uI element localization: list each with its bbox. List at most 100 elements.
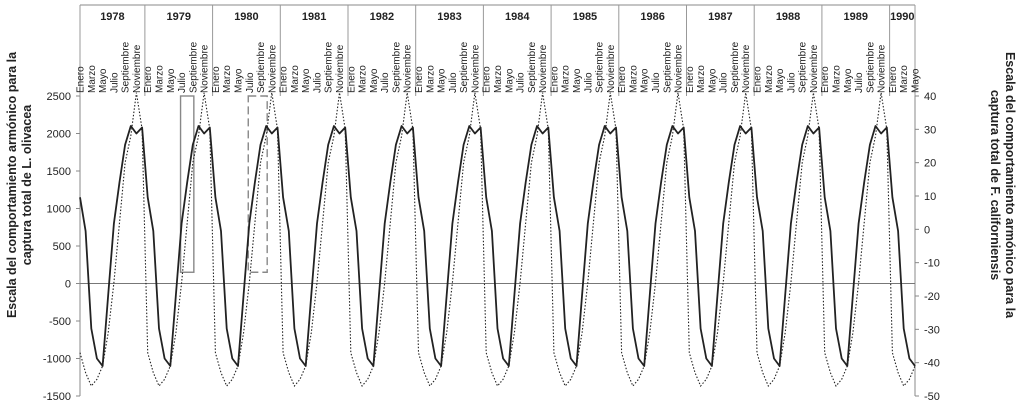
month-label: Marzo — [425, 65, 436, 93]
month-label: Enero — [76, 66, 87, 93]
month-label: Septiembre — [595, 41, 606, 93]
right-tick-label: -40 — [924, 358, 940, 370]
month-label: Marzo — [87, 65, 98, 93]
month-label: Julio — [245, 72, 256, 93]
month-label: Noviembre — [267, 44, 278, 93]
month-label: Noviembre — [132, 44, 143, 93]
month-label: Noviembre — [877, 44, 888, 93]
series-dotted-line — [79, 92, 916, 388]
right-y-title-line-1: Escala del comportamiento armónico para … — [1003, 51, 1017, 319]
month-label: Marzo — [358, 65, 369, 93]
month-label: Noviembre — [741, 44, 752, 93]
month-label: Mayo — [843, 68, 854, 93]
month-label: Julio — [583, 72, 594, 93]
annotation-solid-box — [179, 95, 195, 273]
month-label: Mayo — [437, 68, 448, 93]
month-label: Noviembre — [809, 44, 820, 93]
month-label: Mayo — [640, 68, 651, 93]
right-y-title-line-2: captura total de F. californiensis — [988, 89, 1002, 281]
year-label: 1984 — [505, 11, 530, 23]
month-label: Enero — [482, 66, 493, 93]
month-label: Septiembre — [527, 41, 538, 93]
year-label: 1987 — [708, 11, 732, 23]
year-label: 1983 — [437, 11, 461, 23]
month-label: Mayo — [301, 68, 312, 93]
month-label: Enero — [888, 66, 899, 93]
month-label: Noviembre — [200, 44, 211, 93]
month-label: Noviembre — [335, 44, 346, 93]
month-label: Septiembre — [662, 41, 673, 93]
left-tick-label: 500 — [53, 241, 71, 253]
month-label: Noviembre — [606, 44, 617, 93]
right-y-axis: -50 -40 -30 -20 -10 0 10 20 30 40 — [915, 91, 940, 403]
right-tick-label: 30 — [924, 124, 936, 136]
month-label: Noviembre — [403, 44, 414, 93]
month-label: Enero — [753, 66, 764, 93]
month-label: Septiembre — [798, 41, 809, 93]
right-tick-label: 40 — [924, 91, 936, 103]
year-label: 1980 — [234, 11, 258, 23]
left-y-title-line-2: captura total de L. olivacea — [20, 104, 34, 266]
month-label: Marzo — [899, 65, 910, 93]
right-tick-label: -30 — [924, 324, 940, 336]
left-y-title-line-1: Escala del comportamiento armónico para … — [5, 51, 19, 319]
year-label: 1989 — [844, 11, 868, 23]
month-label: Enero — [549, 66, 560, 93]
month-label: Septiembre — [391, 41, 402, 93]
right-tick-label: -10 — [924, 258, 940, 270]
month-label: Enero — [685, 66, 696, 93]
month-label: Enero — [414, 66, 425, 93]
month-label: Marzo — [154, 65, 165, 93]
year-label: 1981 — [302, 11, 326, 23]
month-label: Marzo — [561, 65, 572, 93]
month-label: Septiembre — [730, 41, 741, 93]
month-label: Noviembre — [470, 44, 481, 93]
month-label: Julio — [719, 72, 730, 93]
left-tick-label: -1500 — [43, 391, 71, 403]
month-label: Enero — [617, 66, 628, 93]
month-label: Septiembre — [256, 41, 267, 93]
month-label: Mayo — [369, 68, 380, 93]
month-label: Julio — [177, 72, 188, 93]
month-label: Noviembre — [674, 44, 685, 93]
month-label: Mayo — [98, 68, 109, 93]
year-label: 1986 — [640, 11, 664, 23]
left-y-axis: -1500 -1000 -500 0 500 1000 1500 2000 2500 — [43, 91, 80, 403]
month-labels: Enero Marzo Mayo Julio Septiembre Noviembre En… — [76, 41, 922, 93]
year-label: 1982 — [370, 11, 394, 23]
right-y-axis-title: Escala del comportamiento armónico para … — [987, 20, 1017, 350]
month-label: Enero — [820, 66, 831, 93]
month-label: Marzo — [696, 65, 707, 93]
annotation-dashed-box — [247, 95, 268, 273]
month-label: Mayo — [572, 68, 583, 93]
year-label: 1979 — [166, 11, 190, 23]
month-label: Mayo — [504, 68, 515, 93]
month-label: Julio — [651, 72, 662, 93]
month-label: Mayo — [775, 68, 786, 93]
month-label: Julio — [516, 72, 527, 93]
month-label: Mayo — [166, 68, 177, 93]
month-label: Julio — [312, 72, 323, 93]
month-label: Mayo — [911, 68, 922, 93]
right-tick-label: -50 — [924, 391, 940, 403]
month-label: Mayo — [233, 68, 244, 93]
right-tick-label: 0 — [924, 224, 930, 236]
month-label: Marzo — [290, 65, 301, 93]
left-tick-label: 1000 — [47, 204, 71, 216]
month-label: Julio — [786, 72, 797, 93]
month-label: Enero — [143, 66, 154, 93]
month-label: Marzo — [493, 65, 504, 93]
month-label: Julio — [380, 72, 391, 93]
month-label: Septiembre — [324, 41, 335, 93]
month-label: Julio — [109, 72, 120, 93]
month-label: Marzo — [628, 65, 639, 93]
month-label: Julio — [854, 72, 865, 93]
right-tick-label: -20 — [924, 291, 940, 303]
month-label: Enero — [211, 66, 222, 93]
year-header: 1978 1979 1980 1981 1982 1983 1984 1985 1986 1987… — [79, 4, 916, 96]
left-tick-label: 2500 — [47, 91, 71, 103]
month-label: Noviembre — [538, 44, 549, 93]
year-label: 1990 — [890, 11, 914, 23]
month-label: Marzo — [764, 65, 775, 93]
